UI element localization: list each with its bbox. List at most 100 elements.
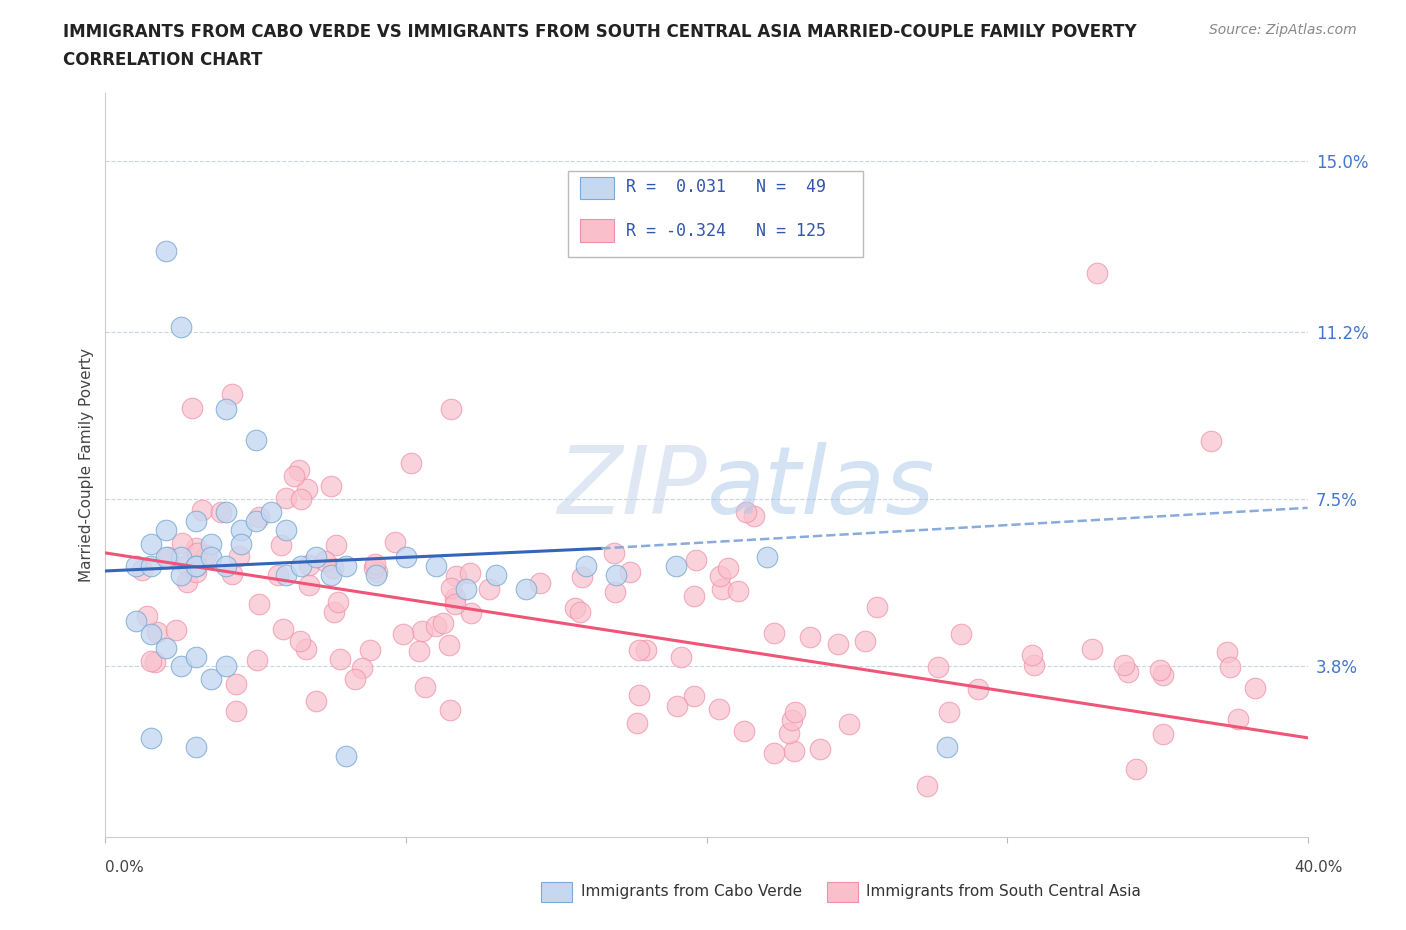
Point xyxy=(146,625,169,640)
Point xyxy=(359,643,381,658)
Point xyxy=(155,244,177,259)
Text: Immigrants from South Central Asia: Immigrants from South Central Asia xyxy=(866,884,1142,899)
Point xyxy=(443,597,465,612)
Point xyxy=(335,749,357,764)
Point xyxy=(305,693,328,708)
Point xyxy=(1227,711,1250,726)
Point xyxy=(184,559,207,574)
FancyBboxPatch shape xyxy=(581,219,614,242)
Point xyxy=(139,559,162,574)
Point xyxy=(214,559,236,574)
Point xyxy=(260,505,283,520)
Point xyxy=(184,559,207,574)
Point xyxy=(778,725,800,740)
Point xyxy=(214,658,236,673)
Point xyxy=(627,643,650,658)
Point xyxy=(810,742,832,757)
Point xyxy=(214,505,236,520)
Point xyxy=(1218,659,1240,674)
Point xyxy=(267,567,290,582)
Point xyxy=(139,654,162,669)
Point xyxy=(915,778,938,793)
Point xyxy=(927,659,949,674)
Point xyxy=(209,504,232,519)
Point xyxy=(180,401,202,416)
Point xyxy=(245,514,267,529)
Point xyxy=(395,550,418,565)
Point xyxy=(314,554,336,569)
Point xyxy=(710,581,733,596)
Point xyxy=(343,671,366,686)
Point xyxy=(709,568,731,583)
Point xyxy=(298,578,321,592)
Point xyxy=(529,576,551,591)
Text: Immigrants from Cabo Verde: Immigrants from Cabo Verde xyxy=(581,884,801,899)
Point xyxy=(245,432,267,447)
Point xyxy=(225,677,247,692)
Point xyxy=(440,580,463,595)
Point xyxy=(335,559,357,574)
Point xyxy=(636,643,658,658)
Point xyxy=(683,589,706,604)
Point xyxy=(782,712,804,727)
Point xyxy=(1081,642,1104,657)
Point xyxy=(319,568,342,583)
Point xyxy=(186,546,208,561)
Point xyxy=(139,537,162,551)
Point xyxy=(298,558,321,573)
Point xyxy=(143,655,166,670)
Point xyxy=(155,550,177,565)
Point xyxy=(485,568,508,583)
Point xyxy=(575,559,598,574)
Point xyxy=(1112,658,1135,672)
Point xyxy=(763,626,786,641)
Point xyxy=(155,640,177,655)
Point xyxy=(139,730,162,745)
Point xyxy=(936,739,959,754)
Point xyxy=(762,745,785,760)
Point xyxy=(290,559,312,574)
Point xyxy=(515,581,537,596)
Point xyxy=(283,469,305,484)
Point xyxy=(288,463,311,478)
Point xyxy=(271,621,294,636)
Point xyxy=(323,604,346,619)
Point xyxy=(605,568,627,583)
Point xyxy=(391,627,413,642)
Point xyxy=(156,550,179,565)
Text: CORRELATION CHART: CORRELATION CHART xyxy=(63,51,263,69)
Point xyxy=(200,671,222,686)
Text: ZIP: ZIP xyxy=(557,442,707,533)
Point xyxy=(1152,667,1174,682)
Point xyxy=(1125,761,1147,776)
Point xyxy=(329,651,352,666)
Point xyxy=(568,604,591,619)
Point xyxy=(458,566,481,581)
Point xyxy=(727,584,749,599)
Point xyxy=(184,739,207,754)
Point xyxy=(363,561,385,576)
Point xyxy=(734,505,756,520)
Point xyxy=(627,687,650,702)
Point xyxy=(290,491,312,506)
Point xyxy=(246,653,269,668)
Point xyxy=(408,644,430,659)
Point xyxy=(666,699,689,714)
Point xyxy=(460,606,482,621)
Text: IMMIGRANTS FROM CABO VERDE VS IMMIGRANTS FROM SOUTH CENTRAL ASIA MARRIED-COUPLE : IMMIGRANTS FROM CABO VERDE VS IMMIGRANTS… xyxy=(63,23,1137,41)
Point xyxy=(1149,662,1171,677)
Point xyxy=(685,552,707,567)
Point xyxy=(1243,681,1265,696)
Point xyxy=(364,556,387,571)
Point xyxy=(1021,647,1043,662)
Point xyxy=(169,320,191,335)
Point xyxy=(169,658,191,673)
Point xyxy=(350,660,373,675)
Point xyxy=(200,537,222,551)
Point xyxy=(322,561,344,576)
Point xyxy=(838,716,860,731)
Point xyxy=(169,550,191,565)
Point xyxy=(411,623,433,638)
Text: R = -0.324   N = 125: R = -0.324 N = 125 xyxy=(626,221,825,240)
FancyBboxPatch shape xyxy=(568,171,863,257)
